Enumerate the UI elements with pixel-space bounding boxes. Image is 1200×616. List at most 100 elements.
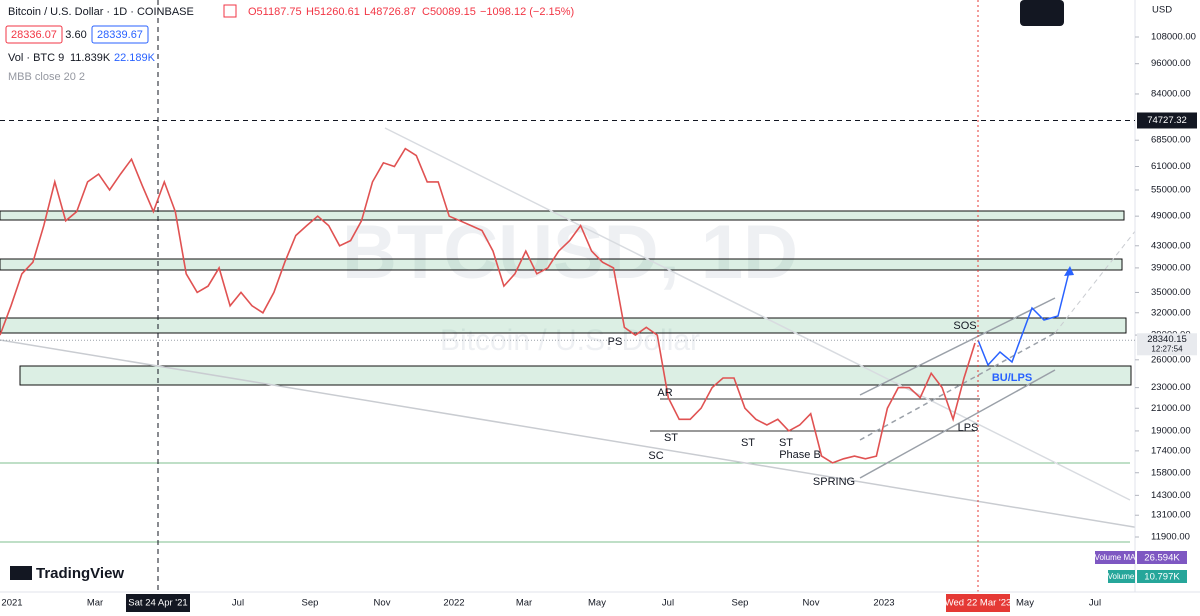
ohlc-high: H51260.61 (306, 6, 360, 18)
trend-line (0, 339, 1141, 529)
bid-box[interactable] (5, 25, 63, 44)
wyckoff-label: ST (741, 437, 755, 449)
wyckoff-label: AR (657, 387, 672, 399)
countdown: 12:27:54 (1151, 344, 1183, 353)
time-tick-label: Jul (662, 598, 674, 609)
zones (0, 210, 1132, 386)
bid: 28336.07 (11, 29, 57, 41)
price-tick-label: 26000.00 (1151, 354, 1191, 365)
ohlc-change: −1098.12 (−2.15%) (480, 6, 574, 18)
time-tick-label: Jul (1089, 598, 1101, 609)
time-tick-label: Sep (302, 598, 319, 609)
last-price-tag (1137, 333, 1197, 356)
wyckoff-label: ST (779, 437, 793, 449)
price-tick-label: 68500.00 (1151, 135, 1191, 146)
price-tick-label: 15800.00 (1151, 467, 1191, 478)
symbol-title: Bitcoin / U.S. Dollar · 1D · COINBASE (8, 6, 194, 18)
logo-mark (10, 566, 32, 580)
ask: 28339.67 (97, 29, 143, 41)
time-tick-label: May (1016, 598, 1034, 609)
watermark-symbol: BTCUSD, 1D (342, 210, 798, 295)
arrow-head (1064, 266, 1074, 276)
price-tick-label: 32000.00 (1151, 307, 1191, 318)
volume-ma-label: Volume MA (1095, 553, 1137, 562)
wyckoff-label: SC (648, 450, 663, 462)
price-tick-label: 14300.00 (1151, 490, 1191, 501)
price-tick-label: 43000.00 (1151, 240, 1191, 251)
price-axis (1135, 0, 1200, 592)
wyckoff-label: SOS (953, 320, 976, 332)
price-tick-label: 49000.00 (1151, 211, 1191, 222)
channel-extension (1054, 224, 1141, 334)
plot (0, 147, 976, 464)
volume-tag (1108, 570, 1135, 583)
price-tick-label: 21000.00 (1151, 403, 1191, 414)
crosshair-tag (1137, 112, 1197, 129)
wyckoff-label: ST (664, 432, 678, 444)
volume-legend: Vol · BTC 9 (8, 52, 64, 64)
ohlc-close: C50089.15 (422, 6, 476, 18)
channel-mid (859, 332, 1056, 441)
time-tick-label: Nov (374, 598, 391, 609)
time-tick-label: Sep (732, 598, 749, 609)
channel-line (859, 297, 1056, 396)
wyckoff-label: BU/LPS (992, 372, 1032, 384)
volume-ma-value: 22.189K (114, 52, 156, 64)
time-tick-label: 2023 (873, 598, 894, 609)
price-tick-label: 96000.00 (1151, 58, 1191, 69)
price-tick-label: 11900.00 (1151, 532, 1190, 543)
ohlc-low: L48726.87 (364, 6, 416, 18)
time-tick-label: 2022 (443, 598, 464, 609)
flag (223, 4, 237, 18)
price-tick-label: 23000.00 (1151, 382, 1191, 393)
zone (19, 365, 1132, 386)
price-tick-label: 13100.00 (1151, 510, 1191, 521)
time-tick-label: Mar (516, 598, 532, 609)
zone (0, 317, 1127, 334)
price-tick-label: 35000.00 (1151, 287, 1191, 298)
volume-label: Volume (1108, 572, 1135, 581)
logo: TradingView (36, 565, 124, 582)
wyckoff-label: SPRING (813, 476, 855, 488)
volume-value: 10.797K (1144, 572, 1180, 583)
time-tick-label: Wed 22 Mar '23 (945, 598, 1012, 609)
trend-line (384, 127, 1131, 501)
today-date-tag (946, 594, 1010, 612)
volume-ma-value-tag (1137, 551, 1187, 564)
ohlc-open: O51187.75 (248, 6, 302, 18)
indicator-legend: MBB close 20 2 (8, 71, 85, 83)
projection-arrow (977, 267, 1071, 367)
zone (0, 258, 1123, 271)
toolbar-widget[interactable] (1020, 0, 1064, 26)
price-tick-label: 84000.00 (1151, 88, 1191, 99)
time-tick-label: May (588, 598, 606, 609)
volume-ma-tag (1095, 551, 1135, 564)
price-tick-label: 108000.00 (1151, 32, 1196, 43)
last-price: 28340.15 (1147, 334, 1187, 345)
channel-line (859, 369, 1056, 479)
crosshair-date-tag (126, 594, 190, 612)
spread: 3.60 (65, 29, 86, 41)
currency: USD (1152, 5, 1172, 16)
price-tick-label: 19000.00 (1151, 425, 1191, 436)
price-tick-label: 61000.00 (1151, 161, 1191, 172)
volume-ma-value: 26.594K (1144, 553, 1180, 564)
wyckoff-label: PS (608, 336, 623, 348)
price-tick-label: 17400.00 (1151, 445, 1191, 456)
crosshair-price: 74727.32 (1147, 115, 1187, 126)
ask-box[interactable] (91, 25, 149, 44)
price-tick-label: 39000.00 (1151, 262, 1191, 273)
wyckoff-label: LPS (958, 422, 979, 434)
time-tick-label: Jul (232, 598, 244, 609)
zone (0, 210, 1125, 221)
price-line (0, 147, 976, 464)
time-tick-label: Nov (803, 598, 820, 609)
time-tick-label: 2021 (1, 598, 22, 609)
time-tick-label: Sat 24 Apr '21 (128, 598, 187, 609)
wyckoff-label: Phase B (779, 449, 821, 461)
volume-value: 11.839K (70, 52, 111, 64)
price-tick-label: 55000.00 (1151, 184, 1191, 195)
time-tick-label: Mar (87, 598, 103, 609)
